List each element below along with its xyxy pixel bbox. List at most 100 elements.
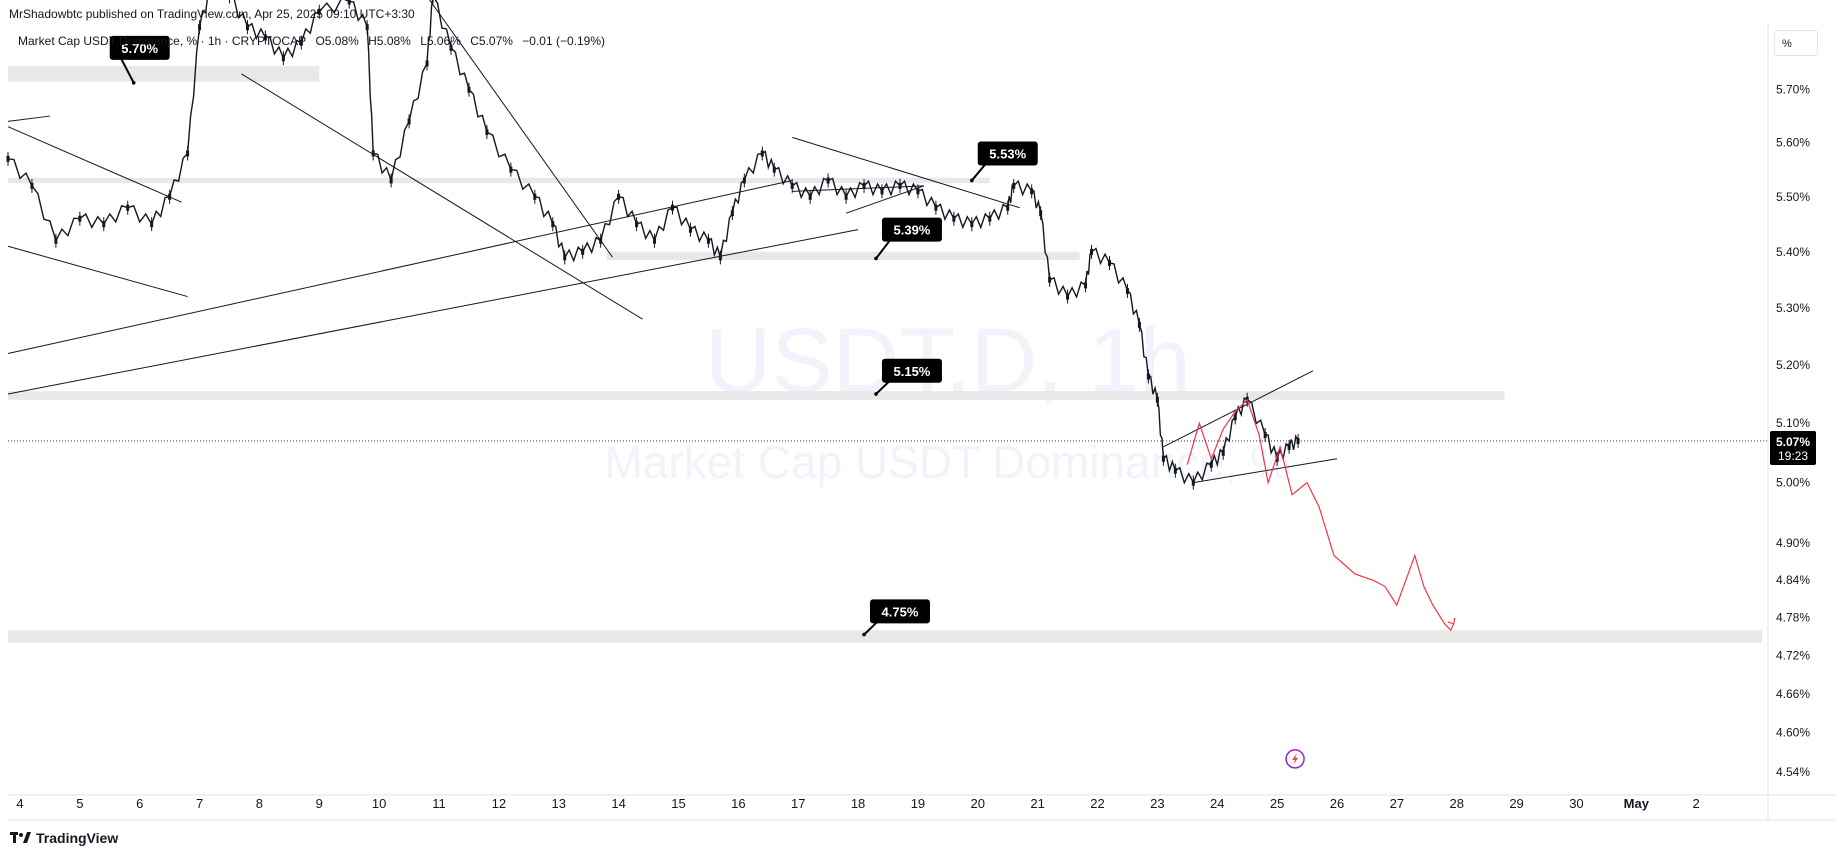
- y-tick-label-9: 4.90%: [1776, 536, 1810, 550]
- x-tick-label-13: 17: [791, 796, 805, 811]
- price-scale-unit-button[interactable]: %: [1774, 30, 1818, 56]
- candle-body-20: [389, 177, 393, 184]
- candle-body-78: [1287, 443, 1291, 450]
- x-tick-label-15: 19: [911, 796, 925, 811]
- watermark-name: Market Cap USDT Dominance, %: [604, 436, 1291, 488]
- candle-body-0: [6, 155, 10, 162]
- callout-label-3: 5.15%: [894, 364, 931, 379]
- x-tick-label-24: 28: [1449, 796, 1463, 811]
- candle-body-17: [347, 0, 351, 5]
- trendline-3: [241, 73, 643, 320]
- candle-body-2: [54, 237, 58, 244]
- trendline-7: [792, 136, 1020, 209]
- x-tick-label-14: 18: [851, 796, 865, 811]
- candle-body-29: [551, 221, 555, 228]
- x-tick-label-26: 30: [1569, 796, 1583, 811]
- x-tick-label-22: 26: [1330, 796, 1344, 811]
- trendline-11: [1193, 458, 1338, 484]
- callout-label-0: 5.70%: [121, 41, 158, 56]
- candle-body-52: [934, 204, 938, 211]
- candle-body-42: [760, 150, 764, 157]
- x-tick-label-6: 10: [372, 796, 386, 811]
- x-tick-label-16: 20: [971, 796, 985, 811]
- x-tick-label-18: 22: [1090, 796, 1104, 811]
- candle-body-37: [688, 226, 692, 233]
- candle-body-59: [1039, 210, 1043, 217]
- candle-body-36: [670, 204, 674, 211]
- y-tick-label-4: 5.40%: [1776, 245, 1810, 259]
- candle-body-28: [533, 193, 537, 200]
- y-tick-label-15: 4.54%: [1776, 765, 1810, 779]
- x-tick-label-8: 12: [492, 796, 506, 811]
- candle-body-53: [952, 215, 956, 222]
- candle-body-70: [1173, 467, 1177, 474]
- candle-body-4: [102, 221, 106, 228]
- y-tick-label-12: 4.72%: [1776, 648, 1810, 662]
- candle-body-45: [808, 193, 812, 200]
- candle-body-30: [563, 254, 567, 261]
- candle-body-44: [790, 182, 794, 189]
- price-tag-countdown: 19:23: [1778, 449, 1808, 463]
- y-tick-label-10: 4.84%: [1776, 573, 1810, 587]
- candle-body-69: [1161, 455, 1165, 462]
- candle-body-55: [988, 215, 992, 222]
- price-tag-value: 5.07%: [1776, 435, 1810, 449]
- callout-tip-1: [970, 178, 974, 183]
- candle-body-61: [1066, 293, 1070, 300]
- y-tick-label-7: 5.10%: [1776, 416, 1810, 430]
- candle-body-73: [1221, 449, 1225, 456]
- candle-body-43: [772, 166, 776, 173]
- y-tick-label-5: 5.30%: [1776, 301, 1810, 315]
- x-tick-label-27: May: [1624, 796, 1650, 811]
- symbol-legend: Market Cap USDT Dominance, % · 1h · CRYP…: [18, 34, 611, 48]
- candle-body-22: [425, 60, 429, 67]
- x-tick-label-9: 13: [552, 796, 566, 811]
- x-tick-label-21: 25: [1270, 796, 1284, 811]
- callout-tip-2: [874, 256, 878, 261]
- x-tick-label-19: 23: [1150, 796, 1164, 811]
- legend-symbol[interactable]: Market Cap USDT Dominance, % · 1h · CRYP…: [18, 34, 307, 48]
- trendline-4: [429, 0, 614, 258]
- x-tick-label-25: 29: [1509, 796, 1523, 811]
- candle-body-39: [718, 254, 722, 261]
- x-tick-label-3: 7: [196, 796, 203, 811]
- y-tick-label-13: 4.66%: [1776, 687, 1810, 701]
- candle-body-13: [263, 34, 267, 41]
- candle-body-14: [281, 55, 285, 62]
- candle-body-63: [1090, 248, 1094, 255]
- candle-body-67: [1146, 373, 1150, 380]
- y-tick-label-3: 5.50%: [1776, 190, 1810, 204]
- support-zone-2: [606, 251, 1080, 261]
- candle-body-31: [581, 248, 585, 255]
- candle-body-27: [509, 166, 513, 173]
- projection-path: [1186, 398, 1455, 632]
- support-zone-1: [8, 177, 990, 184]
- candle-body-77: [1275, 455, 1279, 462]
- candle-body-48: [862, 182, 866, 189]
- x-tick-label-11: 15: [671, 796, 685, 811]
- flash-bolt: [1292, 752, 1299, 765]
- candle-body-71: [1191, 479, 1195, 486]
- candle-body-16: [317, 8, 321, 15]
- candle-body-56: [1006, 204, 1010, 211]
- trendline-1: [7, 126, 182, 203]
- x-tick-label-28: 2: [1693, 796, 1700, 811]
- candle-body-62: [1084, 282, 1088, 289]
- callout-tip-3: [874, 392, 878, 396]
- candle-body-12: [245, 24, 249, 31]
- callout-label-2: 5.39%: [894, 223, 931, 238]
- y-tick-label-11: 4.78%: [1776, 611, 1810, 625]
- candle-body-25: [467, 86, 471, 93]
- trendline-0: [7, 115, 50, 122]
- projection-arrowhead: [1447, 617, 1456, 625]
- x-tick-label-10: 14: [611, 796, 625, 811]
- callout-box-2: [881, 217, 942, 242]
- candle-body-65: [1125, 287, 1129, 294]
- candle-body-33: [617, 193, 621, 200]
- candle-body-24: [449, 44, 453, 51]
- candle-body-66: [1137, 321, 1141, 328]
- footer-brand[interactable]: TradingView: [36, 830, 119, 846]
- callout-label-4: 4.75%: [882, 604, 919, 619]
- legend-close: C5.07%: [470, 34, 513, 48]
